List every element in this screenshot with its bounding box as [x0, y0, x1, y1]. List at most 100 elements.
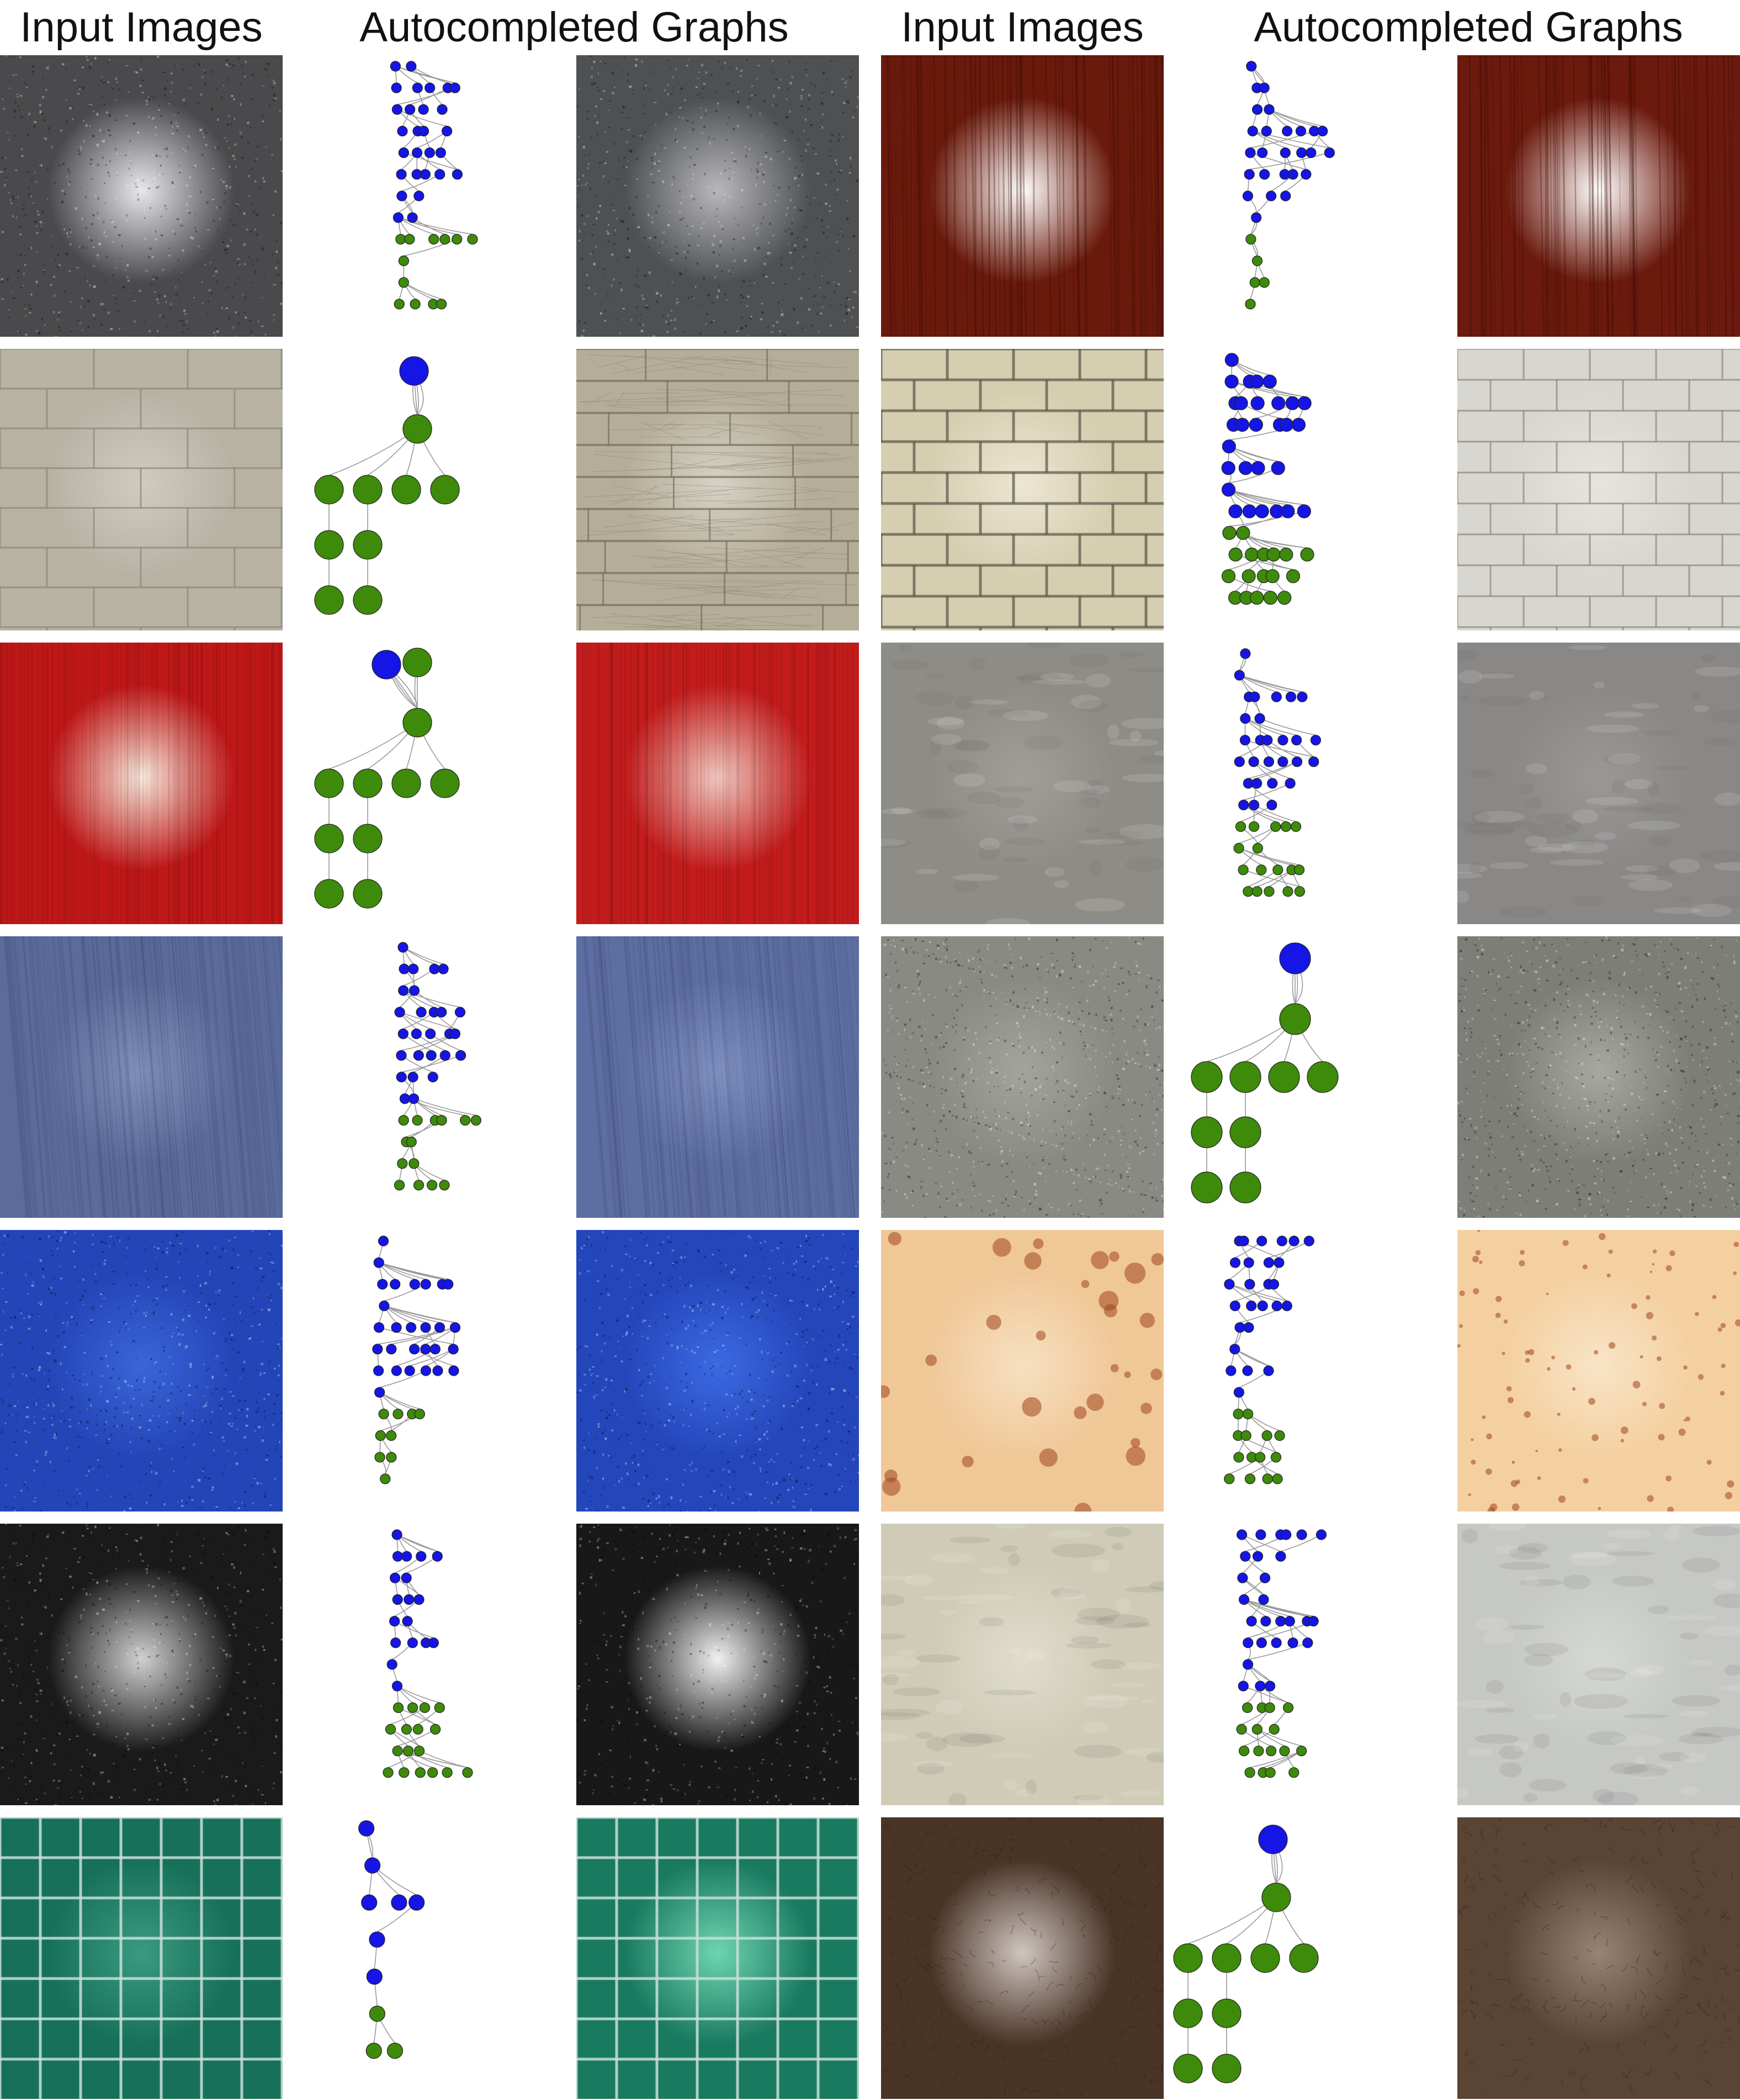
- graph-node-blue: [1263, 1365, 1274, 1376]
- right-output-image-6: [1457, 1524, 1740, 1805]
- graph-node-green: [402, 414, 432, 444]
- graph-node-blue: [1243, 1322, 1254, 1333]
- graph-node-blue: [1287, 1637, 1298, 1648]
- graph-node-blue: [1275, 1616, 1286, 1627]
- graph-node-blue: [432, 1551, 443, 1562]
- graph-node-green: [1264, 1702, 1275, 1713]
- graph-node-green: [1233, 1408, 1244, 1419]
- graph-edge: [408, 1750, 448, 1768]
- graph-node-green: [430, 768, 460, 798]
- graph-edge: [1229, 1284, 1287, 1302]
- graph-node-green: [391, 768, 421, 798]
- graph-node-green: [1279, 1746, 1290, 1757]
- graph-edge: [413, 1098, 476, 1116]
- graph-node-blue: [1244, 1279, 1255, 1290]
- graph-node-blue: [1234, 670, 1245, 681]
- graph-edge: [399, 1011, 455, 1030]
- graph-node-green: [1224, 1473, 1235, 1484]
- graph-node-blue: [1295, 125, 1307, 137]
- graph-edge: [391, 1327, 455, 1345]
- right-output-image-7: [1457, 1817, 1740, 2099]
- left-graph-svg-4: [394, 942, 481, 1191]
- graph-node-blue: [413, 190, 425, 201]
- graph-node-blue: [386, 1659, 397, 1670]
- graph-node-blue: [401, 1572, 412, 1583]
- graph-node-blue: [429, 1344, 441, 1355]
- graph-node-blue: [391, 104, 403, 115]
- graph-node-green: [402, 1746, 414, 1757]
- graph-node-blue: [391, 82, 402, 93]
- graph-node-green: [369, 2006, 385, 2022]
- graph-node-green: [1249, 277, 1260, 288]
- graph-node-green: [1288, 1767, 1299, 1778]
- graph-node-green: [1173, 2054, 1203, 2083]
- graph-node-blue: [1245, 147, 1256, 158]
- graph-node-blue: [1242, 1659, 1254, 1670]
- graph-node-green: [1279, 1003, 1311, 1035]
- graph-node-blue: [1291, 756, 1303, 767]
- graph-node-green: [460, 1115, 471, 1126]
- graph-edge: [384, 1305, 455, 1323]
- graph-node-green: [1212, 1998, 1242, 2028]
- graph-node-green: [415, 1767, 426, 1778]
- left-output-texture-2: [576, 349, 859, 630]
- graph-node-blue: [1222, 439, 1236, 454]
- graph-node-green: [1250, 1943, 1280, 1973]
- graph-node-blue: [409, 1344, 420, 1355]
- graph-node-blue: [406, 61, 417, 72]
- right-graph-svg-4: [1191, 942, 1339, 1203]
- graph-node-green: [1263, 591, 1277, 605]
- graph-node-blue: [1229, 1344, 1240, 1355]
- graph-node-blue: [1243, 1257, 1254, 1268]
- graph-node-green: [1253, 1746, 1264, 1757]
- graph-node-green: [386, 2043, 404, 2059]
- header-autocompleted-graphs-1: Autocompleted Graphs: [359, 4, 789, 51]
- graph-node-green: [402, 648, 432, 677]
- graph-node-blue: [1260, 1616, 1271, 1627]
- graph-node-green: [397, 1158, 408, 1169]
- graph-node-blue: [412, 82, 423, 93]
- left-input-texture-1: [0, 55, 283, 337]
- graph-node-blue: [437, 104, 448, 115]
- graph-edge: [1252, 130, 1302, 149]
- graph-node-green: [398, 277, 409, 288]
- graph-node-green: [1173, 1943, 1203, 1973]
- right-output-image-2: [1457, 349, 1740, 630]
- graph-node-green: [1280, 821, 1292, 832]
- graph-node-green: [1264, 886, 1275, 897]
- graph-node-blue: [1279, 942, 1311, 974]
- graph-node-blue: [1261, 125, 1272, 137]
- left-input-image-7: [0, 1817, 283, 2099]
- graph-node-blue: [1263, 756, 1275, 767]
- graph-node-green: [353, 824, 383, 853]
- graph-node-blue: [1271, 461, 1285, 475]
- graph-node-blue: [386, 1344, 397, 1355]
- graph-node-blue: [438, 963, 449, 974]
- graph-node-blue: [397, 1028, 409, 1040]
- graph-node-blue: [1250, 374, 1264, 389]
- graph-node-blue: [1284, 1616, 1295, 1627]
- graph-node-green: [353, 585, 383, 615]
- graph-node-blue: [1285, 396, 1299, 410]
- graph-node-green: [1289, 1943, 1319, 1973]
- graph-node-blue: [1308, 1616, 1319, 1627]
- left-output-texture-3: [576, 643, 859, 924]
- right-output-texture-3: [1457, 643, 1740, 924]
- graph-node-blue: [1265, 1680, 1276, 1691]
- graph-node-blue: [434, 1322, 445, 1333]
- graph-node-blue: [1238, 799, 1249, 810]
- graph-node-green: [470, 1115, 481, 1126]
- graph-node-blue: [397, 125, 408, 137]
- graph-node-blue: [1308, 756, 1319, 767]
- graph-edge: [1250, 130, 1314, 149]
- graph-node-green: [1269, 1724, 1280, 1735]
- graph-node-green: [452, 234, 463, 245]
- graph-node-blue: [411, 1028, 422, 1040]
- right-output-texture-2: [1457, 349, 1740, 630]
- graph-node-blue: [1228, 504, 1243, 518]
- graph-node-green: [1245, 234, 1256, 245]
- graph-node-blue: [424, 147, 435, 158]
- graph-node-green: [1221, 569, 1236, 584]
- graph-node-green: [1244, 547, 1259, 562]
- graph-node-green: [391, 475, 421, 505]
